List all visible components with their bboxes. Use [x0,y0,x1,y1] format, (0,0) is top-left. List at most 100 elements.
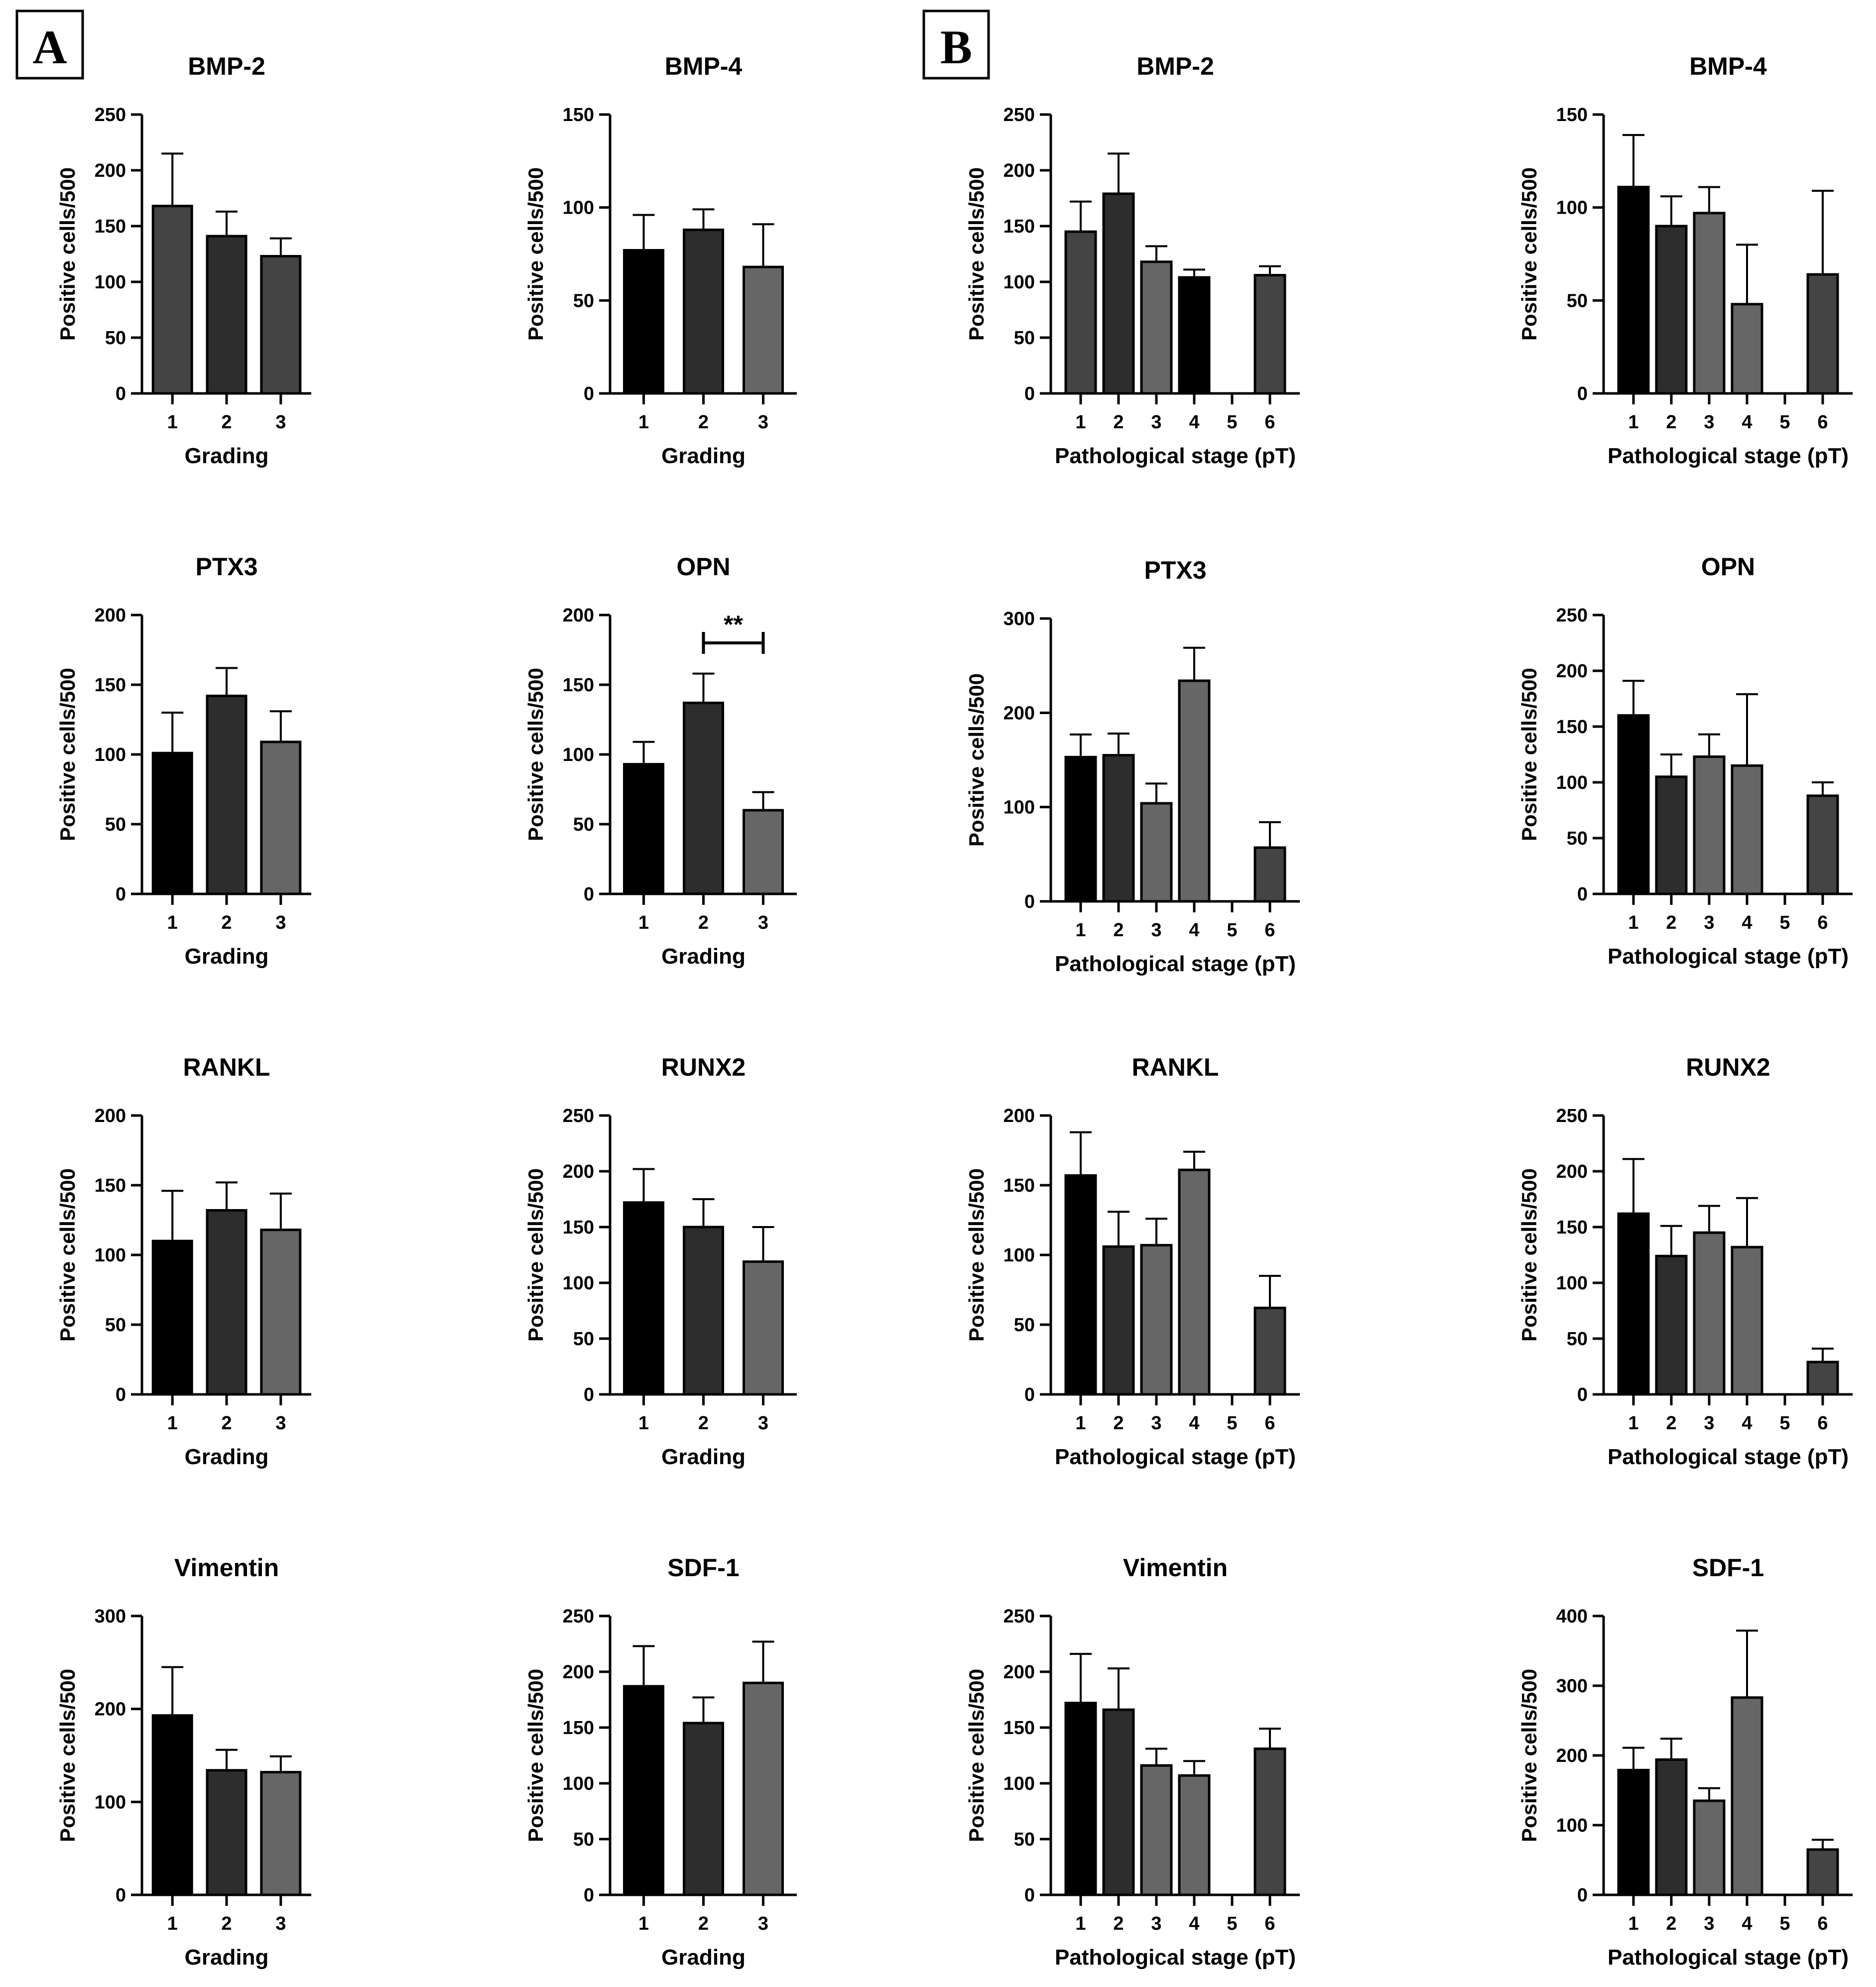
y-tick-label: 50 [1567,828,1588,849]
y-tick-label: 0 [116,884,126,905]
x-tick-label: 2 [698,1413,709,1434]
bar [623,1201,664,1396]
bar [1140,260,1173,395]
bar [206,1209,248,1396]
bar [1617,186,1650,395]
x-axis-label: Pathological stage (pT) [1608,944,1849,969]
chart-title: OPN [1701,553,1755,581]
x-tick-label: 2 [221,1913,232,1934]
y-tick-label: 100 [1556,772,1588,793]
x-tick-label: 5 [1779,912,1790,933]
bar [1064,230,1097,395]
x-tick-label: 1 [638,1413,649,1434]
x-axis-label: Pathological stage (pT) [1055,1445,1296,1469]
chart-title: BMP-4 [1689,52,1767,80]
x-tick-label: 4 [1742,1413,1752,1434]
x-tick-label: 1 [1075,1413,1086,1434]
chart-title: OPN [676,553,730,581]
chart-title: RANKL [1132,1053,1219,1081]
x-tick-label: 5 [1779,1413,1790,1434]
bar [1253,1306,1286,1396]
x-tick-label: 5 [1779,1913,1790,1934]
y-tick-label: 0 [116,1885,126,1906]
x-tick-label: 1 [1628,412,1638,433]
y-tick-label: 200 [563,1161,594,1182]
x-tick-label: 1 [638,412,649,433]
y-tick-label: 250 [95,105,126,125]
x-tick-label: 6 [1817,1413,1828,1434]
bar [1064,1702,1097,1896]
y-tick-label: 100 [95,1792,126,1813]
bar [1102,192,1135,395]
y-tick-label: 100 [563,745,594,765]
y-tick-label: 150 [1556,105,1588,125]
bar [1806,794,1839,895]
x-tick-label: 6 [1264,920,1275,941]
bar [260,254,302,395]
x-tick-label: 3 [1151,1413,1161,1434]
significance-label: ** [724,611,743,638]
x-tick-label: 1 [167,1913,178,1934]
bar [206,694,248,895]
x-tick-label: 3 [1704,912,1714,933]
bar [1140,1764,1173,1896]
x-tick-label: 3 [1151,920,1161,941]
x-tick-label: 6 [1817,412,1828,433]
chart-10: RUNX2 0 50 100 150 200 250 Positive cells/500 1 2… [524,1053,797,1469]
x-axis-label: Grading [185,444,269,468]
y-tick-label: 200 [1003,1662,1035,1683]
y-tick-label: 50 [573,1329,594,1350]
bar [1178,679,1211,903]
bar [1693,1231,1726,1396]
bar [1617,1212,1650,1396]
x-tick-label: 1 [638,1913,649,1934]
x-tick-label: 4 [1189,1413,1199,1434]
chart-1: BMP-2 0 50 100 150 200 250 Positive cells/500 1 2… [56,52,311,468]
x-tick-label: 1 [1628,912,1638,933]
y-tick-label: 0 [584,884,594,905]
y-tick-label: 200 [1003,1106,1035,1126]
x-tick-label: 2 [698,912,709,933]
x-tick-label: 3 [758,412,768,433]
chart-6: OPN 0 50 100 150 200 Positive cells/500 1 2 3 Grad… [524,553,797,969]
x-tick-label: 6 [1264,1913,1275,1934]
y-tick-label: 0 [584,1885,594,1906]
x-tick-label: 5 [1227,920,1237,941]
x-tick-label: 6 [1264,1413,1275,1434]
x-axis-label: Pathological stage (pT) [1055,444,1296,468]
bar [1102,754,1135,903]
x-tick-label: 6 [1817,912,1828,933]
x-tick-label: 2 [1666,1913,1676,1934]
y-tick-label: 0 [1577,383,1588,404]
chart-title: RUNX2 [1686,1053,1770,1081]
bar [1102,1245,1135,1396]
y-tick-label: 50 [573,814,594,835]
bar [1731,1696,1763,1896]
bar [260,1229,302,1396]
y-tick-label: 50 [1014,328,1035,349]
bar [683,701,724,895]
chart-16: SDF-1 0 100 200 300 400 Positive cells/500 1 2 3 4… [1517,1554,1853,1970]
bar [1253,846,1286,903]
bar [1064,755,1097,903]
x-tick-label: 2 [1113,920,1124,941]
x-tick-label: 2 [698,412,709,433]
panel-label-b: B [922,9,990,80]
x-tick-label: 3 [1704,1413,1714,1434]
y-tick-label: 150 [563,105,594,125]
y-axis-label: Positive cells/500 [1517,1669,1541,1842]
chart-title: PTX3 [195,553,257,581]
x-tick-label: 3 [1151,1913,1161,1934]
y-tick-label: 200 [95,160,126,181]
x-tick-label: 3 [1704,1913,1714,1934]
bar [260,741,302,895]
bar [743,1681,784,1896]
chart-5: PTX3 0 50 100 150 200 Positive cells/500 1 2 3 Gra… [56,553,311,969]
y-tick-label: 50 [573,1829,594,1850]
x-tick-label: 1 [1628,1913,1638,1934]
x-tick-label: 2 [221,412,232,433]
x-tick-label: 2 [1666,1413,1676,1434]
y-tick-label: 100 [1556,1273,1588,1294]
y-tick-label: 0 [1024,891,1035,912]
x-tick-label: 1 [167,1413,178,1434]
